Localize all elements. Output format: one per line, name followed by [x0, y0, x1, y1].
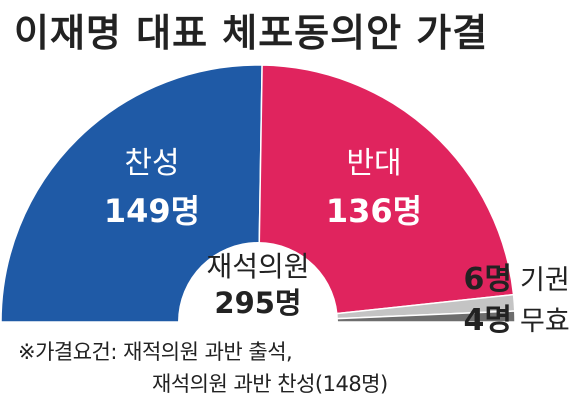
- center-value: 295명: [214, 286, 301, 320]
- chart-title: 이재명 대표 체포동의안 가결: [14, 11, 489, 55]
- pass-requirement-note-line2: 재석의원 과반 찬성(148명): [152, 372, 388, 396]
- slice-against: [257, 64, 515, 323]
- pass-requirement-note-line1: ※가결요건: 재적의원 과반 출석,: [18, 340, 293, 364]
- center-hole: [178, 242, 338, 402]
- slice-value-for: 149명: [104, 192, 200, 230]
- invalid-label: 무효: [520, 306, 570, 337]
- invalid-value: 4명: [464, 303, 512, 338]
- slice-value-against: 136명: [326, 192, 422, 230]
- slice-label-for: 찬성: [124, 146, 179, 181]
- abstain-label: 기권: [520, 265, 570, 296]
- center-label: 재석의원: [206, 250, 309, 283]
- slice-label-against: 반대: [346, 146, 401, 181]
- abstain-value: 6명: [464, 262, 512, 297]
- slice-for: [0, 64, 263, 323]
